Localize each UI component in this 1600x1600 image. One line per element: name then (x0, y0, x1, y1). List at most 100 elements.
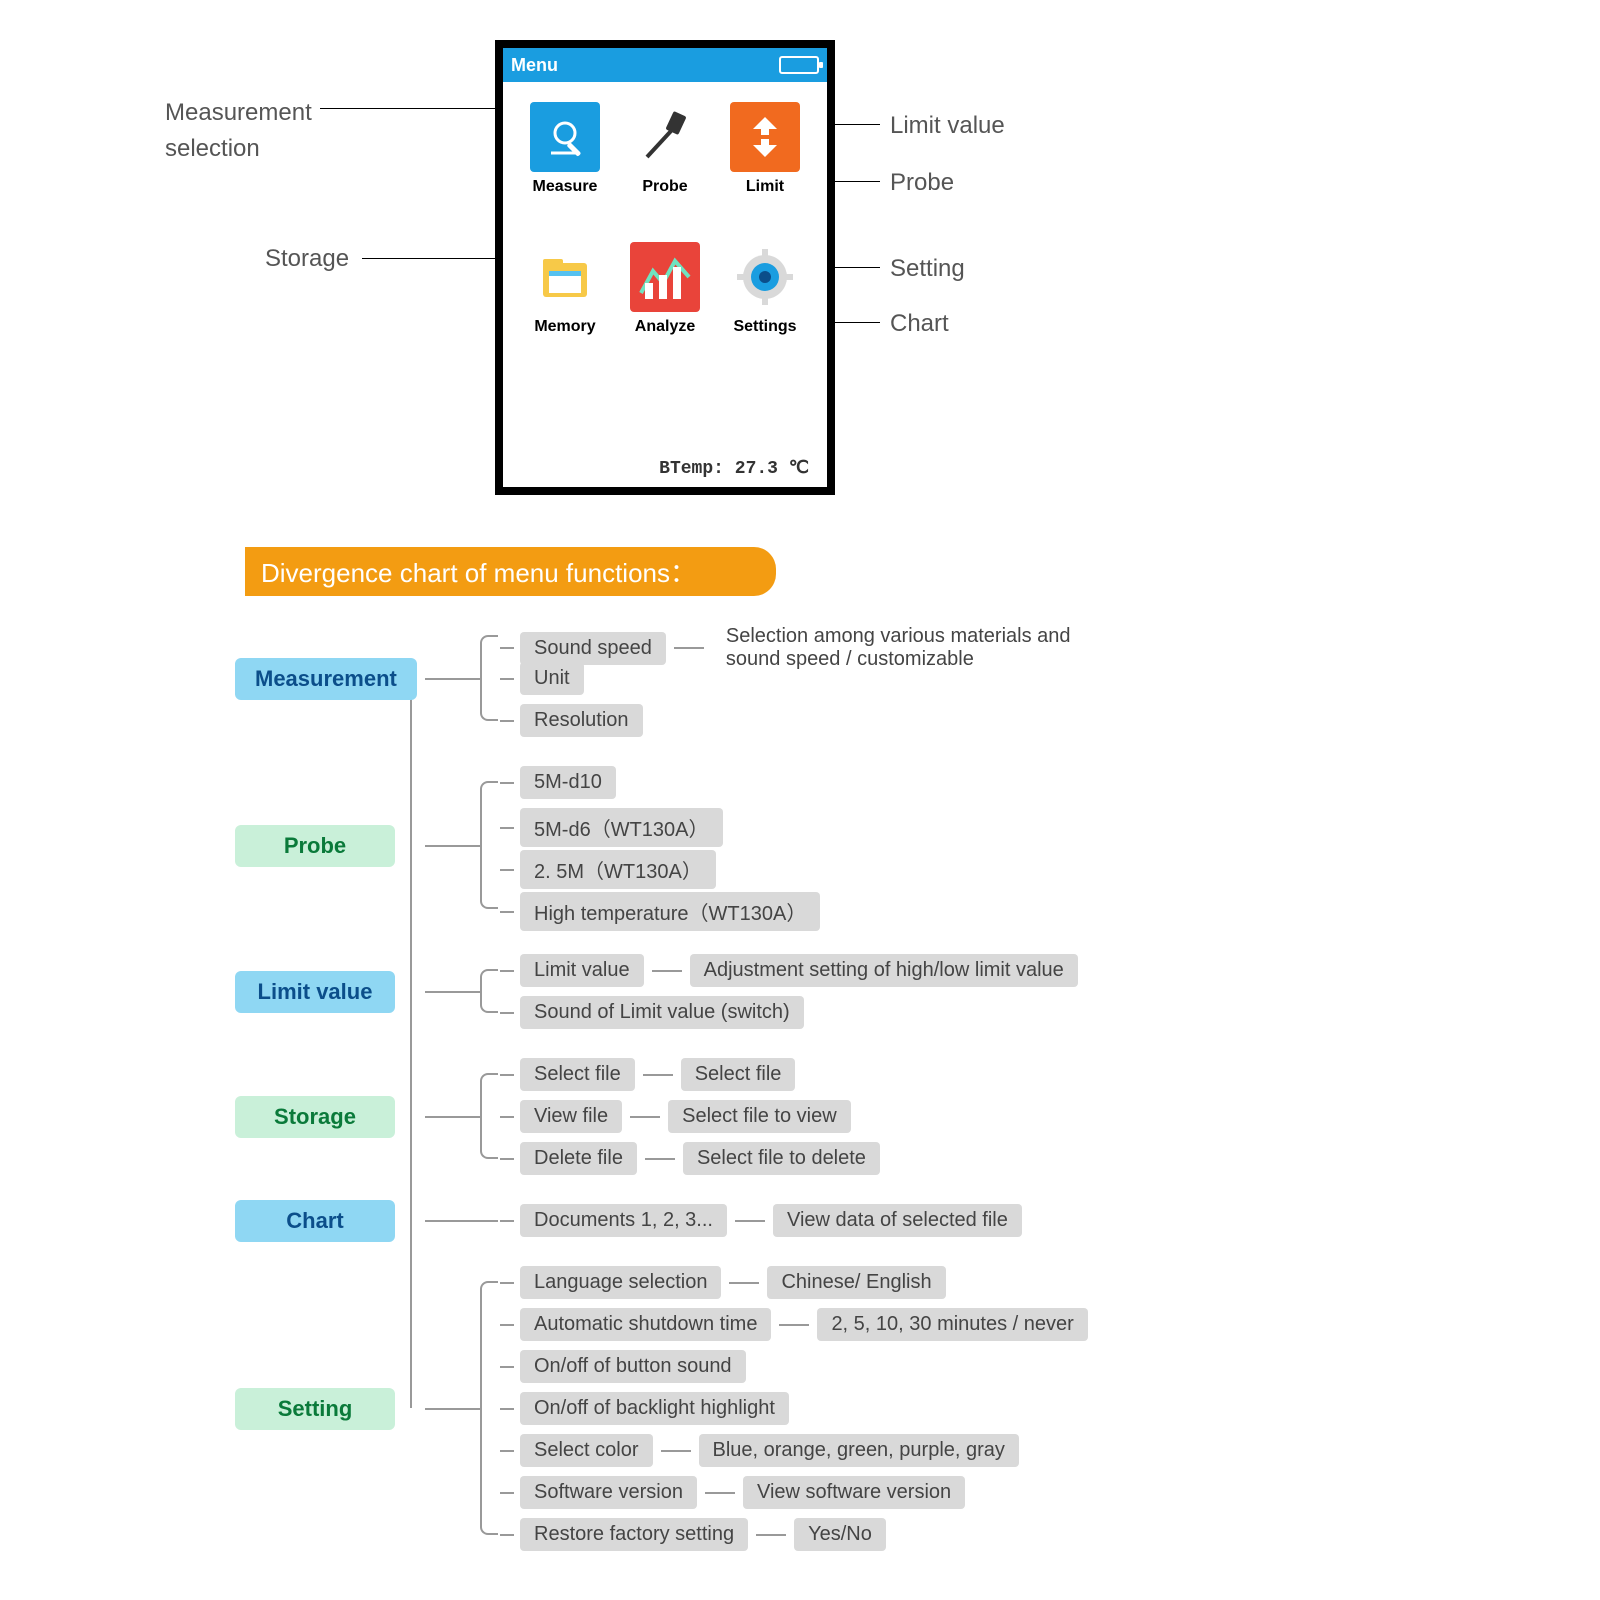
menu-item-probe[interactable]: Probe (615, 102, 715, 232)
category-storage: Storage (235, 1096, 395, 1138)
tree-item: Sound of Limit value (switch) (500, 996, 804, 1029)
tree-item: Documents 1, 2, 3... View data of selecte… (500, 1204, 1022, 1237)
connector (500, 1116, 514, 1118)
bracket (480, 635, 498, 721)
section-title: Divergence chart of menu functions： (245, 547, 776, 596)
tree-item-label: Sound of Limit value (switch) (520, 996, 804, 1029)
menu-item-settings[interactable]: Settings (715, 242, 815, 372)
category-measurement: Measurement (235, 658, 417, 700)
connector (500, 911, 514, 913)
callout-line (320, 108, 505, 109)
connector (500, 970, 514, 972)
tree-item: High temperature（WT130A） (500, 892, 820, 931)
connector (425, 678, 480, 680)
tree-item: Sound speed Selection among various mater… (500, 620, 1142, 676)
connector (500, 1450, 514, 1452)
callout-storage: Storage (265, 245, 349, 273)
tree-item-note: Selection among various materials and so… (712, 620, 1142, 676)
connector (480, 1220, 498, 1222)
tree-item: 5M-d6（WT130A） (500, 808, 723, 847)
tree-item-label: On/off of backlight highlight (520, 1392, 789, 1425)
connector (500, 1220, 514, 1222)
tree-item-note: Yes/No (794, 1518, 886, 1551)
tree-item-label: Language selection (520, 1266, 721, 1299)
tree-item-note: Adjustment setting of high/low limit val… (690, 954, 1078, 987)
tree-item-label: Limit value (520, 954, 644, 987)
tree-item-label: 5M-d6（WT130A） (520, 808, 723, 847)
menu-item-label: Limit (746, 178, 784, 196)
connector (500, 1074, 514, 1076)
tree-item: Language selection Chinese/ English (500, 1266, 946, 1299)
tree-item-label: Documents 1, 2, 3... (520, 1204, 727, 1237)
connector (500, 647, 514, 649)
tree-item: Select file Select file (500, 1058, 795, 1091)
callout-measurement: Measurement selection (165, 95, 312, 167)
tree-item-note: 2, 5, 10, 30 minutes / never (817, 1308, 1087, 1341)
callout-chart: Chart (890, 310, 949, 338)
tree-item-label: High temperature（WT130A） (520, 892, 820, 931)
connector (425, 845, 480, 847)
connector (729, 1282, 759, 1284)
tree-item-label: 5M-d10 (520, 766, 616, 799)
tree-item-note: View data of selected file (773, 1204, 1022, 1237)
tree-item-label: Software version (520, 1476, 697, 1509)
tree-item-note: Select file (681, 1058, 796, 1091)
tree-item-label: View file (520, 1100, 622, 1133)
menu-item-label: Analyze (635, 318, 695, 336)
callout-line (362, 258, 505, 259)
callout-probe: Probe (890, 169, 954, 197)
tree-item: On/off of backlight highlight (500, 1392, 789, 1425)
connector (425, 1408, 480, 1410)
bracket (480, 969, 498, 1013)
tree-item-note: Chinese/ English (767, 1266, 945, 1299)
device-header: Menu (503, 48, 827, 82)
connector (645, 1158, 675, 1160)
tree-item-note: Blue, orange, green, purple, gray (699, 1434, 1019, 1467)
connector (674, 647, 704, 649)
connector (500, 1012, 514, 1014)
connector (630, 1116, 660, 1118)
tree-item: Limit value Adjustment setting of high/lo… (500, 954, 1078, 987)
bracket (480, 1073, 498, 1159)
connector (500, 678, 514, 680)
connector (652, 970, 682, 972)
tree-item: 2. 5M（WT130A） (500, 850, 716, 889)
tree-item-label: Automatic shutdown time (520, 1308, 771, 1341)
settings-icon (730, 242, 800, 312)
connector (661, 1450, 691, 1452)
connector (500, 1324, 514, 1326)
menu-item-analyze[interactable]: Analyze (615, 242, 715, 372)
connector (500, 1534, 514, 1536)
trunk (410, 678, 412, 1408)
callout-limit: Limit value (890, 112, 1005, 140)
connector (500, 827, 514, 829)
callout-setting: Setting (890, 255, 965, 283)
connector (425, 1220, 480, 1222)
menu-item-limit[interactable]: Limit (715, 102, 815, 232)
analyze-icon (630, 242, 700, 312)
connector (500, 1492, 514, 1494)
tree-item-label: Select color (520, 1434, 653, 1467)
tree-item-label: Select file (520, 1058, 635, 1091)
tree-item-note: Select file to view (668, 1100, 851, 1133)
connector (500, 869, 514, 871)
probe-icon (630, 102, 700, 172)
tree-item-label: Sound speed (520, 632, 666, 665)
measure-icon (530, 102, 600, 172)
tree-item-label: Restore factory setting (520, 1518, 748, 1551)
tree-item: Delete fileSelect file to delete (500, 1142, 880, 1175)
bracket (480, 1281, 498, 1535)
category-chart: Chart (235, 1200, 395, 1242)
limit-icon (730, 102, 800, 172)
connector (779, 1324, 809, 1326)
tree-item: Select color Blue, orange, green, purple,… (500, 1434, 1019, 1467)
menu-item-memory[interactable]: Memory (515, 242, 615, 372)
connector (500, 1366, 514, 1368)
bracket (480, 781, 498, 909)
connector (643, 1074, 673, 1076)
memory-icon (530, 242, 600, 312)
tree-item: Resolution (500, 704, 643, 737)
menu-item-measure[interactable]: Measure (515, 102, 615, 232)
tree-item-label: On/off of button sound (520, 1350, 746, 1383)
menu-item-label: Measure (533, 178, 598, 196)
